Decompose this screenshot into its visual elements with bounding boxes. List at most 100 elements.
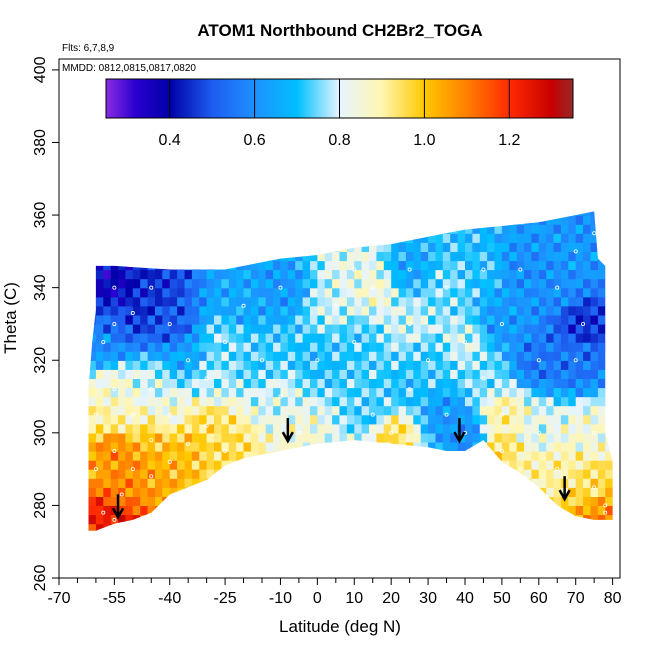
heatmap-cell — [546, 333, 555, 343]
heatmap-cell — [391, 496, 400, 506]
heatmap-cell — [436, 197, 444, 207]
heatmap-cell — [583, 197, 591, 207]
heatmap-cell — [369, 460, 377, 470]
heatmap-cell — [361, 505, 370, 516]
sample-point — [119, 492, 124, 497]
sample-point — [481, 376, 486, 381]
heatmap-cell — [450, 351, 459, 361]
heatmap-cell — [480, 533, 488, 543]
heatmap-cell — [553, 351, 562, 361]
heatmap-cell — [516, 423, 525, 434]
heatmap-cell — [310, 211, 318, 216]
heatmap-cell — [221, 211, 230, 216]
heatmap-cell — [95, 314, 104, 325]
heatmap-cell — [236, 441, 245, 452]
heatmap-cell — [420, 351, 429, 361]
heatmap-cell — [206, 387, 215, 398]
heatmap-cell — [280, 351, 289, 361]
heatmap-cell — [88, 469, 97, 479]
heatmap-cell — [95, 242, 104, 252]
heatmap-cell — [250, 387, 259, 398]
heatmap-cell — [206, 278, 215, 289]
heatmap-cell — [531, 423, 540, 434]
heatmap-cell — [199, 451, 208, 461]
heatmap-cell — [250, 487, 259, 497]
heatmap-cell — [472, 323, 481, 334]
heatmap-cell — [346, 314, 355, 325]
colorbar-ticks: 0.4 0.6 0.8 1.0 1.2 — [159, 79, 521, 149]
heatmap-cell — [398, 414, 407, 425]
heatmap-cell — [575, 460, 584, 470]
x-axis: -70 -55 -40 -25 -10 0 10 20 30 40 50 60 70 80 — [47, 578, 622, 607]
heatmap-cell — [221, 469, 230, 479]
heatmap-cell — [509, 396, 518, 407]
heatmap-cell — [228, 251, 237, 262]
heatmap-cell — [317, 360, 326, 370]
heatmap-cell — [191, 514, 200, 525]
heatmap-cell — [317, 278, 326, 289]
heatmap-cell — [613, 397, 621, 407]
heatmap-cell — [324, 496, 333, 506]
heatmap-cell — [184, 260, 193, 271]
heatmap-cell — [236, 197, 244, 207]
heatmap-cell — [236, 260, 245, 271]
heatmap-cell — [442, 215, 451, 225]
heatmap-cell — [295, 533, 303, 543]
heatmap-cell — [162, 514, 171, 525]
x-tick-label: -40 — [158, 590, 181, 607]
heatmap-cell — [613, 433, 621, 443]
heatmap-cell — [310, 287, 318, 298]
heatmap-cell — [502, 197, 510, 207]
sample-point — [536, 358, 541, 363]
heatmap-cell — [391, 314, 400, 325]
heatmap-cell — [250, 351, 259, 361]
heatmap-cell — [413, 432, 422, 443]
heatmap-cell — [184, 323, 193, 334]
heatmap-cell — [155, 260, 163, 271]
heatmap-cell — [339, 487, 348, 497]
heatmap-cell — [553, 323, 562, 334]
heatmap-cell — [479, 360, 488, 370]
heatmap-cell — [228, 296, 237, 307]
heatmap-cell — [273, 342, 282, 352]
heatmap-cell — [280, 478, 289, 488]
heatmap-cell — [487, 251, 496, 262]
heatmap-cell — [250, 342, 259, 352]
heatmap-cell — [169, 305, 178, 316]
heatmap-cell — [103, 405, 112, 416]
heatmap-cell — [177, 314, 186, 325]
sample-point — [370, 412, 375, 417]
heatmap-cell — [568, 342, 577, 352]
heatmap-cell — [295, 269, 304, 280]
heatmap-cell — [405, 260, 414, 271]
heatmap-cell — [199, 224, 208, 234]
heatmap-cell — [317, 369, 326, 379]
heatmap-cell — [583, 496, 592, 506]
heatmap-cell — [177, 451, 186, 461]
heatmap-cell — [398, 215, 407, 225]
heatmap-cell — [258, 314, 267, 325]
heatmap-cell — [258, 269, 267, 280]
heatmap-cell — [509, 451, 518, 461]
heatmap-cell — [221, 278, 230, 289]
heatmap-cell — [339, 505, 348, 516]
heatmap-cell — [155, 423, 163, 434]
heatmap-cell — [501, 405, 510, 416]
heatmap-cell — [332, 314, 341, 325]
heatmap-cell — [369, 333, 377, 343]
heatmap-cell — [361, 387, 370, 398]
heatmap-cell — [472, 441, 481, 452]
heatmap-cell — [324, 305, 333, 316]
heatmap-cell — [88, 369, 90, 379]
heatmap-cell — [583, 251, 592, 262]
heatmap-cell — [236, 323, 245, 334]
heatmap-cell — [103, 423, 112, 434]
heatmap-cell — [295, 405, 304, 416]
heatmap-cell — [568, 423, 577, 434]
heatmap-cell — [273, 496, 282, 506]
heatmap-cell — [450, 215, 459, 225]
heatmap-cell — [354, 378, 363, 389]
heatmap-cell — [501, 360, 510, 370]
heatmap-cell — [221, 533, 229, 543]
heatmap-cell — [575, 469, 584, 479]
